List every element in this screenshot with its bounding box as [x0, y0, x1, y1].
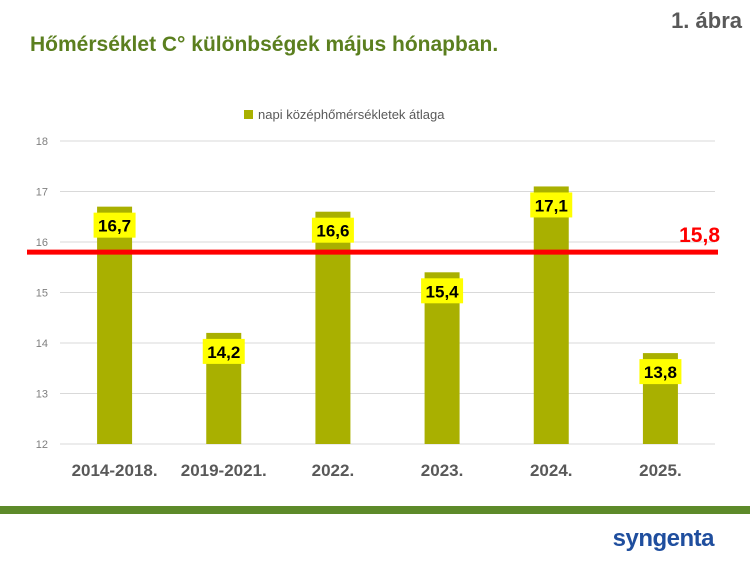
footer-band	[0, 506, 750, 514]
data-label-box	[202, 338, 245, 364]
y-tick-label: 17	[36, 187, 48, 199]
y-tick-label: 14	[36, 338, 48, 350]
x-tick-label: 2024.	[530, 461, 573, 480]
data-label: 16,7	[98, 217, 131, 236]
chart-title: Hőmérséklet C° különbségek május hónapba…	[30, 33, 499, 56]
data-label-box	[311, 217, 354, 243]
figure-label: 1. ábra	[671, 8, 742, 33]
data-label: 16,6	[316, 222, 349, 241]
y-tick-label: 12	[36, 439, 48, 451]
x-tick-label: 2025.	[639, 461, 682, 480]
bar-chart: 12 13 14 15 16 17 18 napi középhőmérsékletek át…	[27, 107, 720, 480]
y-tick-label: 16	[36, 237, 48, 249]
data-label: 17,1	[535, 196, 568, 215]
data-label: 13,8	[644, 363, 677, 382]
y-tick-label: 13	[36, 389, 48, 401]
data-label-box	[639, 359, 682, 385]
x-tick-label: 2023.	[421, 461, 464, 480]
x-tick-label: 2014-2018.	[72, 461, 158, 480]
legend-swatch	[244, 110, 253, 119]
data-label-box	[530, 192, 573, 218]
x-tick-label: 2022.	[312, 461, 355, 480]
legend-label: napi középhőmérsékletek átlaga	[258, 107, 445, 122]
data-label-box	[421, 278, 464, 304]
syngenta-logo: syngenta	[612, 525, 715, 552]
bar	[97, 206, 133, 444]
bar	[533, 186, 569, 444]
data-label: 14,2	[207, 343, 240, 362]
y-tick-label: 15	[36, 288, 48, 300]
data-label-box	[93, 212, 136, 238]
y-tick-label: 18	[36, 136, 48, 148]
x-tick-label: 2019-2021.	[181, 461, 267, 480]
reference-line-label: 15,8	[679, 224, 720, 247]
data-label: 15,4	[426, 282, 460, 301]
bar	[315, 211, 351, 444]
